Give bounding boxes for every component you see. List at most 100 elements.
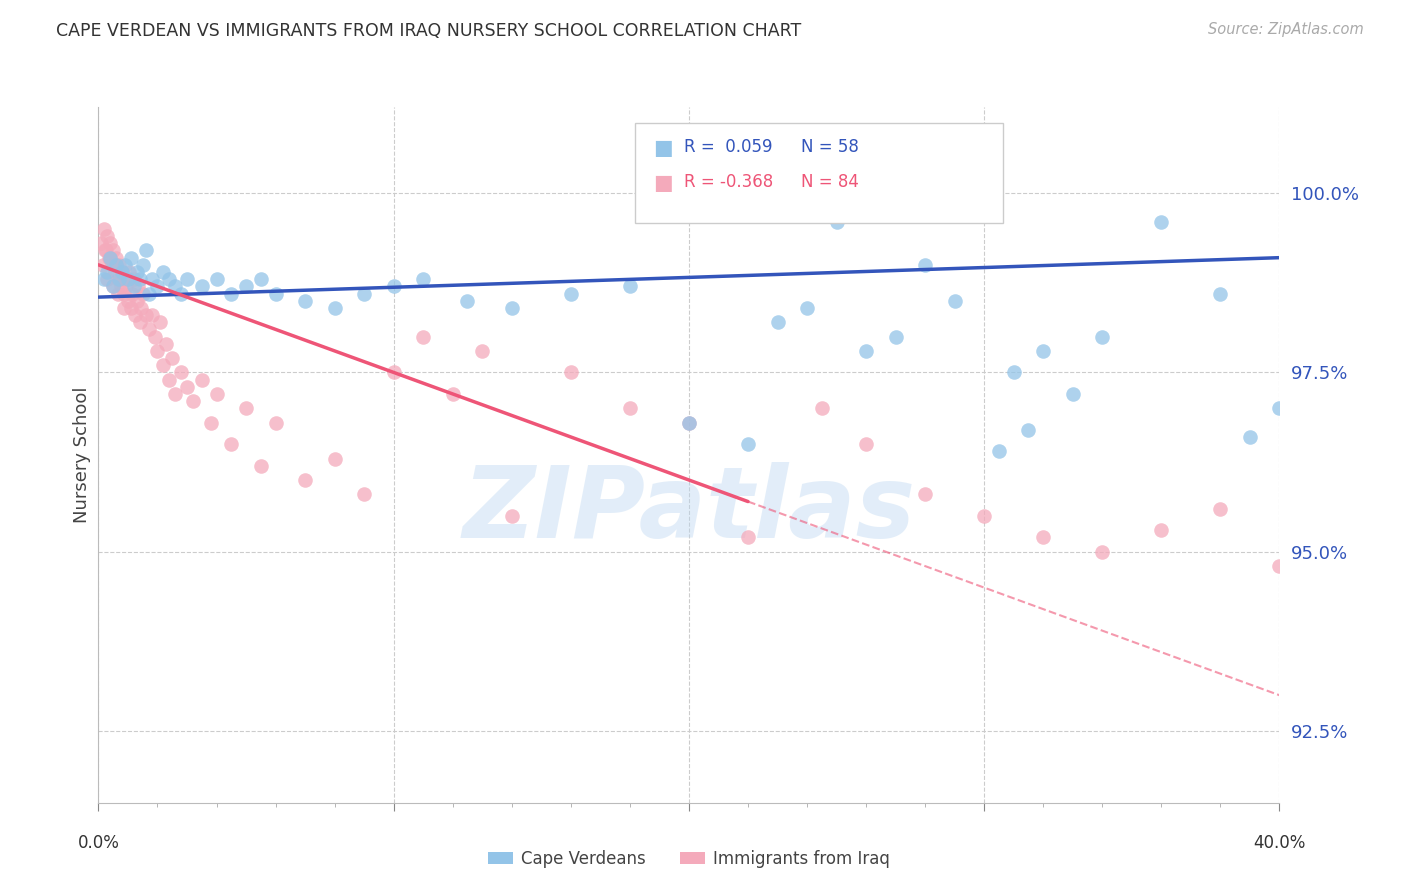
Point <box>619 279 641 293</box>
Point <box>1150 215 1173 229</box>
Point <box>737 530 759 544</box>
Text: N = 58: N = 58 <box>801 138 859 156</box>
Point <box>108 258 131 272</box>
Point <box>235 401 257 416</box>
Point <box>412 329 434 343</box>
Point <box>141 308 163 322</box>
Point <box>1209 501 1232 516</box>
Point <box>191 373 214 387</box>
Text: N = 84: N = 84 <box>801 173 859 191</box>
Text: Source: ZipAtlas.com: Source: ZipAtlas.com <box>1208 22 1364 37</box>
Point <box>107 272 129 286</box>
Point <box>1032 343 1054 358</box>
Point <box>114 258 136 272</box>
Text: 0.0%: 0.0% <box>77 834 120 852</box>
Point <box>138 322 160 336</box>
Point <box>914 258 936 272</box>
Point <box>90 236 112 251</box>
Point <box>1150 523 1173 537</box>
Point <box>111 265 134 279</box>
Point <box>294 473 316 487</box>
Point <box>456 293 478 308</box>
Point <box>143 329 166 343</box>
Point <box>125 265 148 279</box>
Point <box>1268 559 1291 574</box>
Point <box>501 508 523 523</box>
Point <box>162 351 183 365</box>
Point <box>560 366 582 380</box>
Point <box>323 451 346 466</box>
Point <box>135 308 157 322</box>
Point <box>96 265 118 279</box>
Point <box>855 437 877 451</box>
Point <box>264 416 287 430</box>
Point <box>221 437 243 451</box>
Point <box>441 387 464 401</box>
Point <box>100 258 122 272</box>
Point <box>1386 516 1406 530</box>
Point <box>135 244 157 258</box>
Text: CAPE VERDEAN VS IMMIGRANTS FROM IRAQ NURSERY SCHOOL CORRELATION CHART: CAPE VERDEAN VS IMMIGRANTS FROM IRAQ NUR… <box>56 22 801 40</box>
Point <box>155 336 177 351</box>
Point <box>412 272 434 286</box>
Text: 40.0%: 40.0% <box>1253 834 1306 852</box>
Point <box>96 272 118 286</box>
Point <box>170 286 193 301</box>
Point <box>323 301 346 315</box>
Point <box>165 279 187 293</box>
Point <box>118 265 141 279</box>
Point <box>146 279 169 293</box>
Point <box>1209 286 1232 301</box>
Point <box>1239 430 1261 444</box>
Legend: Cape Verdeans, Immigrants from Iraq: Cape Verdeans, Immigrants from Iraq <box>481 843 897 874</box>
Point <box>1002 366 1025 380</box>
Point <box>121 286 143 301</box>
Y-axis label: Nursery School: Nursery School <box>73 386 91 524</box>
Point <box>264 286 287 301</box>
Point <box>973 508 995 523</box>
Point <box>120 301 142 315</box>
Point <box>294 293 316 308</box>
Point <box>122 272 145 286</box>
Point <box>98 236 121 251</box>
Point <box>104 265 127 279</box>
Point <box>149 315 172 329</box>
Point <box>250 272 273 286</box>
Point <box>108 272 131 286</box>
Point <box>122 279 145 293</box>
Point <box>146 343 169 358</box>
Point <box>855 343 877 358</box>
Point <box>170 366 193 380</box>
Point <box>200 416 222 430</box>
Point <box>152 358 174 372</box>
Text: ZIPatlas: ZIPatlas <box>463 462 915 559</box>
Point <box>105 258 128 272</box>
Point <box>157 272 180 286</box>
Point <box>128 315 150 329</box>
Point <box>1268 401 1291 416</box>
Point <box>103 244 125 258</box>
Point <box>111 265 134 279</box>
Point <box>825 215 848 229</box>
Point <box>987 444 1010 458</box>
Point <box>97 251 120 265</box>
Point <box>112 286 135 301</box>
Point <box>205 272 228 286</box>
Point <box>117 293 139 308</box>
Point <box>943 293 966 308</box>
Point <box>112 301 135 315</box>
Point <box>91 258 114 272</box>
Point <box>110 272 132 286</box>
Point <box>914 487 936 501</box>
Point <box>94 244 117 258</box>
Point <box>560 286 582 301</box>
Point <box>138 286 160 301</box>
Point <box>117 272 139 286</box>
Point <box>1032 530 1054 544</box>
Point <box>152 265 174 279</box>
Point <box>105 251 128 265</box>
Point <box>157 373 180 387</box>
Point <box>766 315 789 329</box>
Point <box>176 380 198 394</box>
Point <box>98 251 121 265</box>
